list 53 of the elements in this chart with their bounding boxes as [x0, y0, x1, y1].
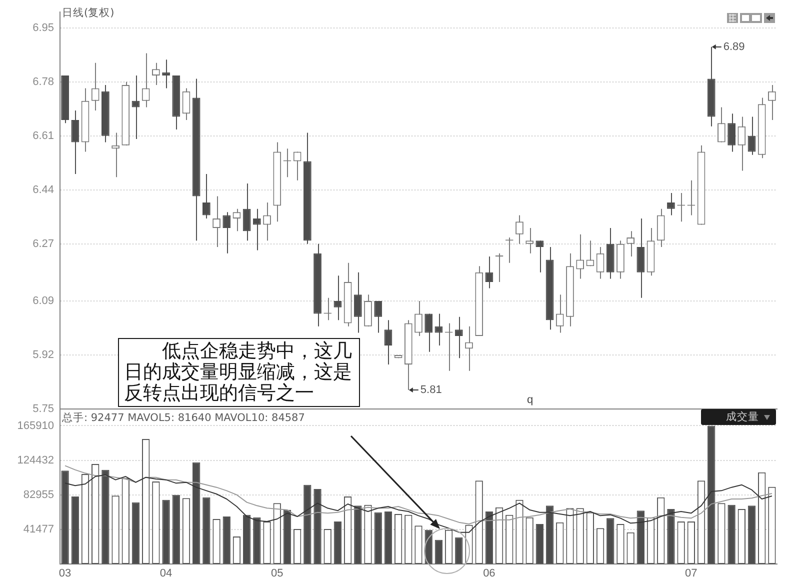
candlestick: [748, 116, 756, 156]
chart-subtitle: 总手: 92477 MAVOL5: 81640 MAVOL10: 84587: [62, 412, 305, 424]
candlestick: [636, 218, 645, 298]
candlestick: [495, 252, 504, 282]
candlestick: [536, 240, 544, 273]
candlestick: [718, 106, 726, 143]
annotation: 低点企稳走势中，这几日的成交量明显缩减，这是反转点出现的信号之一: [124, 340, 353, 404]
candlestick: [252, 208, 261, 251]
candlestick: [354, 272, 362, 334]
y-tick-label: 5.92: [32, 349, 54, 362]
candlestick: [242, 183, 251, 242]
candlestick: [364, 294, 372, 327]
candlestick: [434, 313, 443, 346]
x-tick-label: 06: [483, 568, 496, 580]
candlestick: [384, 320, 392, 366]
x-tick-label: 07: [685, 568, 698, 580]
annotation: q: [527, 394, 534, 406]
y-tick-label: 6.27: [32, 238, 54, 250]
candlestick: [738, 116, 746, 172]
candlestick: [656, 208, 665, 248]
candlestick: [414, 300, 422, 336]
candlestick: [454, 316, 463, 359]
dropdown: 成交量: [701, 409, 776, 425]
x-tick-label: 03: [58, 568, 72, 580]
candlestick: [586, 240, 594, 267]
y-tick-label: 124432: [17, 454, 54, 466]
candlestick: [667, 192, 675, 216]
candlestick: [526, 227, 534, 254]
y-tick-label: 82955: [23, 488, 54, 501]
chart-title: 日线(复权): [62, 7, 114, 19]
annotation: 成交量: [726, 411, 759, 423]
candlestick: [728, 113, 736, 152]
candlestick: [465, 326, 473, 372]
y-tick-label: 6.61: [32, 130, 54, 142]
candlestick: [374, 300, 382, 334]
y-tick-label: 6.78: [32, 76, 54, 88]
y-tick-label: 6.95: [32, 22, 54, 34]
y-tick-label: 165910: [17, 420, 54, 432]
annotation: 6.89: [723, 40, 745, 53]
x-tick-label: 04: [160, 568, 172, 580]
x-tick-label: 05: [270, 568, 284, 580]
candlestick: [485, 256, 494, 289]
candlestick: [596, 246, 604, 280]
y-tick-label: 6.09: [32, 295, 54, 308]
candlestick: [334, 275, 342, 321]
y-tick-label: 41477: [23, 523, 54, 536]
candlestick: [71, 110, 80, 174]
y-tick-label: 6.44: [32, 184, 54, 196]
y-tick-label: 5.75: [32, 403, 54, 416]
candlestick: [424, 313, 433, 352]
candlestick: [182, 88, 190, 120]
annotation: 5.81: [420, 384, 442, 396]
candlestick: [132, 75, 140, 140]
